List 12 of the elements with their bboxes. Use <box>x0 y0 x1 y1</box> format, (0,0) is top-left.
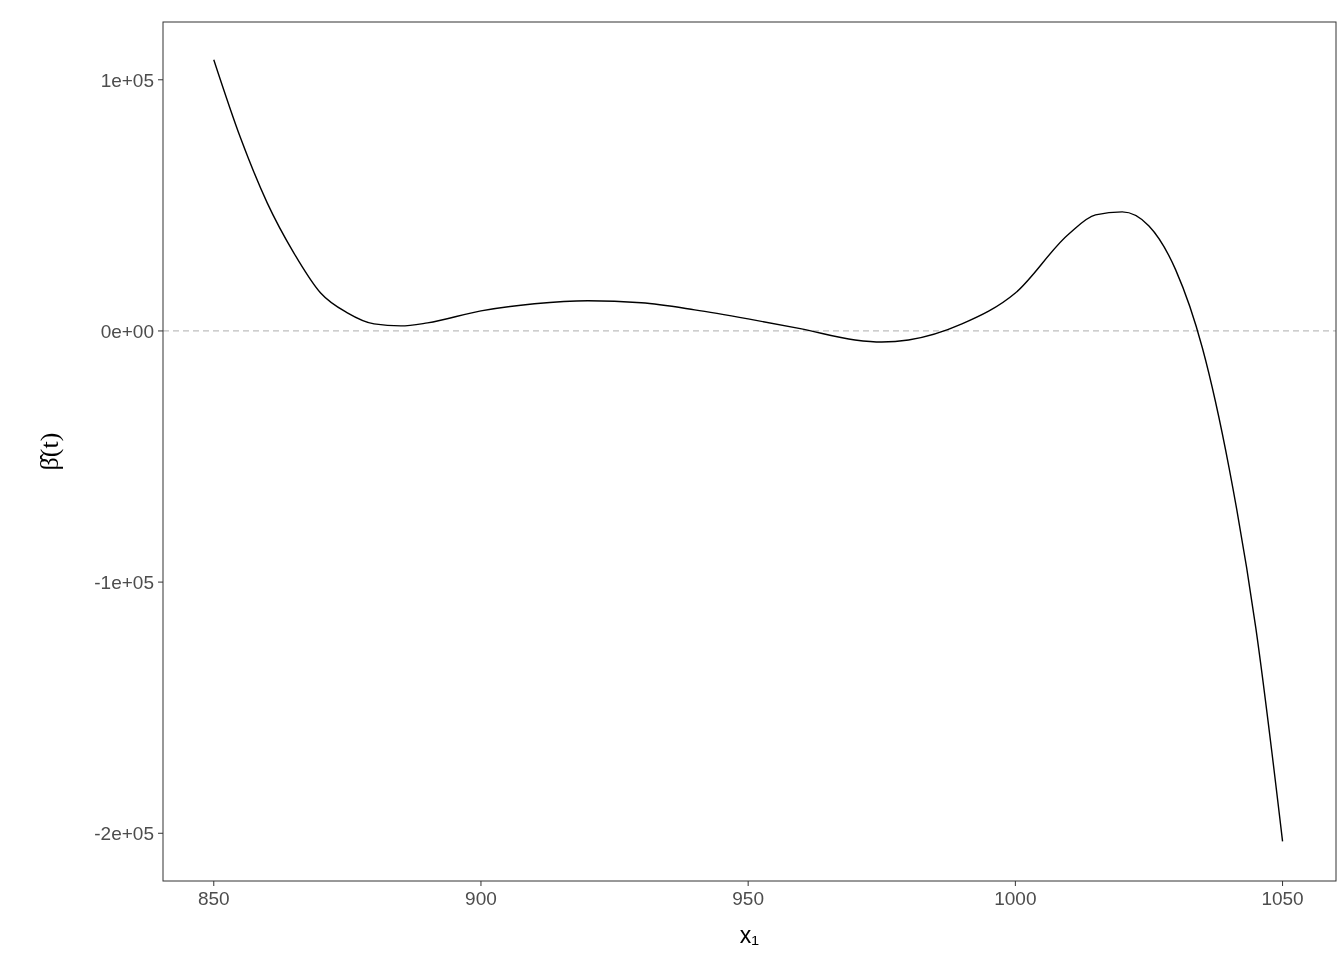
y-tick-label: -2e+05 <box>94 823 154 845</box>
y-tick-label: 1e+05 <box>100 69 154 91</box>
x-tick-label: 1000 <box>994 888 1037 909</box>
line-series <box>213 58 1284 843</box>
x-tick-label: 950 <box>732 888 765 909</box>
x-tick-label: 850 <box>197 888 230 909</box>
x-tick-label: 1050 <box>1261 888 1304 909</box>
y-tick-label: 0e+00 <box>100 320 154 342</box>
y-axis-title: β̂(t) <box>35 432 64 471</box>
y-tick-label: -1e+05 <box>94 572 154 594</box>
x-axis-title: x₁ <box>739 922 760 948</box>
x-tick-label: 900 <box>465 888 497 909</box>
